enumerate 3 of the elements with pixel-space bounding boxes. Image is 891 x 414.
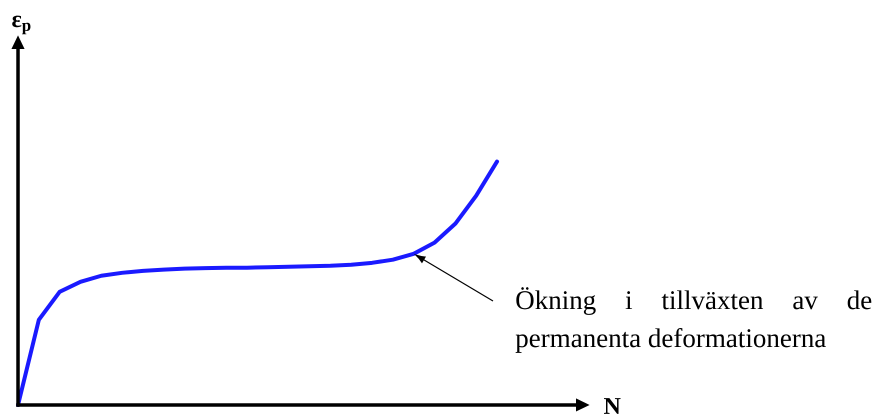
text: Ökning i tillväxten av de permanenta deformationerna	[516, 287, 872, 353]
text: ε$_{p}$	[12, 16, 30, 34]
x-axis-title: N	[604, 398, 621, 414]
